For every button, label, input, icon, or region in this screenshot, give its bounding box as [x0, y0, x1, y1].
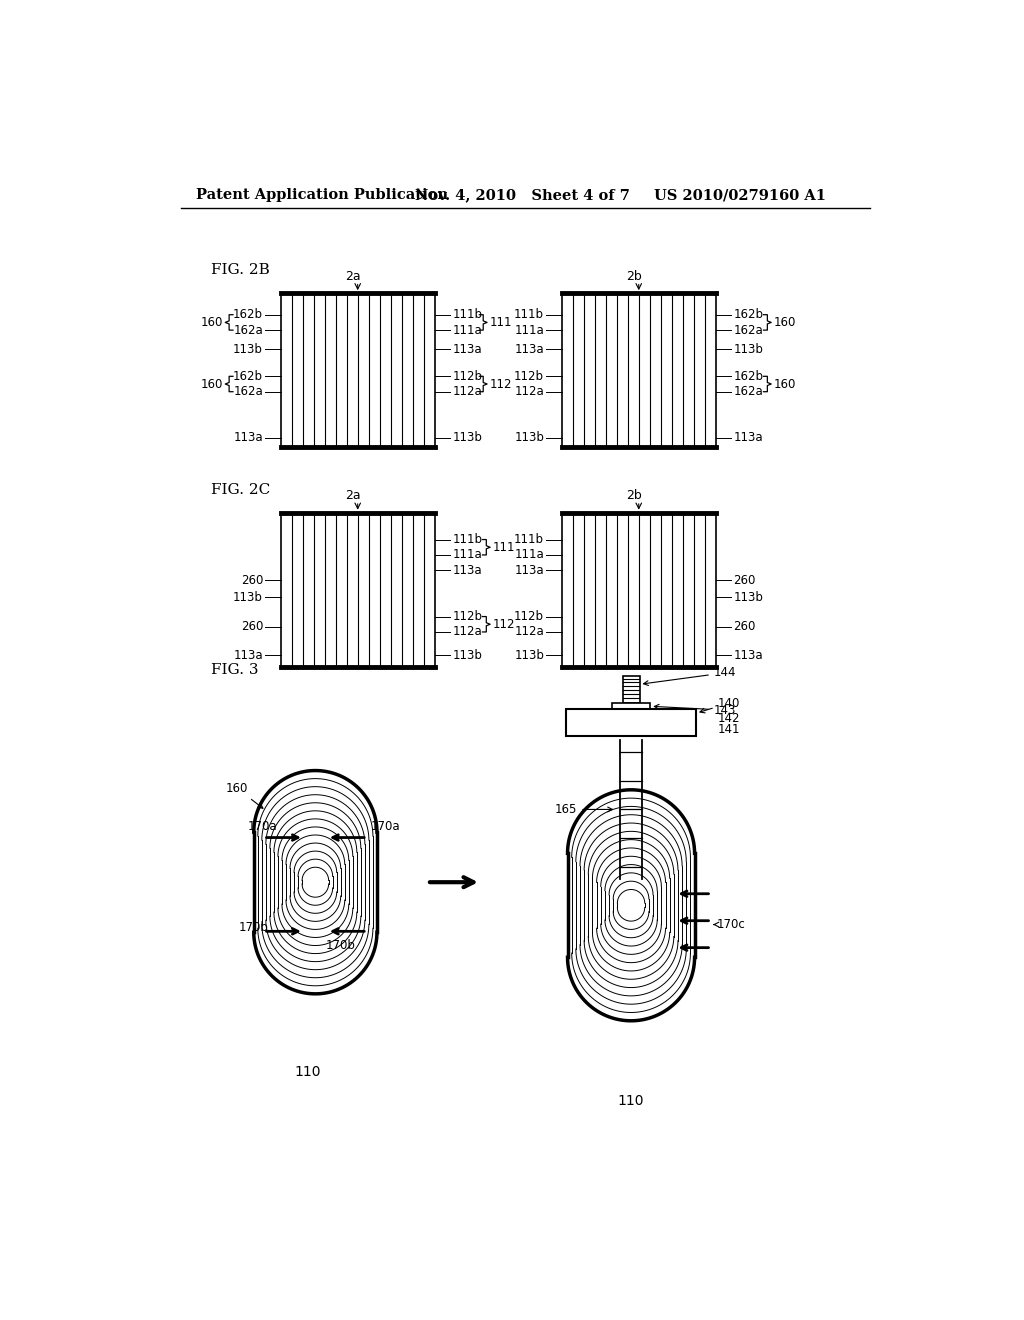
- Bar: [623, 676, 640, 704]
- Text: 110: 110: [617, 1094, 644, 1109]
- Text: 113b: 113b: [453, 648, 482, 661]
- Text: 111a: 111a: [514, 548, 544, 561]
- Text: 113b: 113b: [733, 343, 763, 356]
- Text: 111: 111: [493, 541, 515, 554]
- Text: 112b: 112b: [514, 370, 544, 383]
- Text: FIG. 2C: FIG. 2C: [211, 483, 270, 496]
- Text: 162a: 162a: [233, 323, 263, 337]
- Text: 2b: 2b: [627, 490, 642, 502]
- Text: 111b: 111b: [514, 533, 544, 546]
- Text: 162b: 162b: [733, 308, 764, 321]
- Text: FIG. 2B: FIG. 2B: [211, 263, 270, 277]
- Text: 111: 111: [489, 315, 512, 329]
- Text: Patent Application Publication: Patent Application Publication: [196, 189, 449, 202]
- Text: 112b: 112b: [453, 610, 482, 623]
- Text: 142: 142: [718, 711, 740, 725]
- Text: 144: 144: [643, 667, 736, 685]
- Text: 165: 165: [555, 803, 612, 816]
- Text: 113b: 113b: [233, 343, 263, 356]
- Text: 113b: 113b: [453, 432, 482, 445]
- Bar: [566, 709, 696, 737]
- Text: 113a: 113a: [733, 648, 763, 661]
- Text: FIG. 3: FIG. 3: [211, 664, 259, 677]
- Text: 113a: 113a: [514, 564, 544, 577]
- Text: 112a: 112a: [514, 626, 544, 639]
- Text: 111b: 111b: [453, 308, 482, 321]
- Text: 113a: 113a: [514, 343, 544, 356]
- Text: 113a: 113a: [453, 564, 482, 577]
- Text: 112: 112: [489, 378, 512, 391]
- Text: 111b: 111b: [453, 533, 482, 546]
- Text: 112a: 112a: [514, 385, 544, 399]
- Text: 113a: 113a: [453, 343, 482, 356]
- Text: 110: 110: [295, 1065, 321, 1080]
- Text: 113b: 113b: [233, 591, 263, 603]
- Text: 113b: 113b: [514, 432, 544, 445]
- Text: 113b: 113b: [733, 591, 763, 603]
- Text: 170c: 170c: [714, 917, 745, 931]
- Text: 162b: 162b: [733, 370, 764, 383]
- Text: 260: 260: [733, 620, 756, 634]
- Text: 160: 160: [226, 781, 263, 808]
- Text: 2a: 2a: [345, 269, 360, 282]
- Text: 162a: 162a: [733, 385, 763, 399]
- Text: 260: 260: [241, 574, 263, 587]
- Text: 113a: 113a: [733, 432, 763, 445]
- Text: 170a: 170a: [248, 820, 278, 833]
- Text: 2a: 2a: [345, 490, 360, 502]
- Text: 170a: 170a: [371, 820, 400, 833]
- Text: 162b: 162b: [233, 370, 263, 383]
- Text: Nov. 4, 2010   Sheet 4 of 7: Nov. 4, 2010 Sheet 4 of 7: [416, 189, 631, 202]
- Text: 113b: 113b: [514, 648, 544, 661]
- Text: 260: 260: [733, 574, 756, 587]
- Text: 160: 160: [773, 378, 796, 391]
- Text: 160: 160: [201, 378, 223, 391]
- Text: 170b: 170b: [326, 939, 355, 952]
- Text: 162a: 162a: [733, 323, 763, 337]
- Text: 260: 260: [241, 620, 263, 634]
- Text: 170b: 170b: [239, 921, 269, 935]
- Text: 111b: 111b: [514, 308, 544, 321]
- Text: 112: 112: [493, 618, 515, 631]
- Text: 141: 141: [718, 723, 740, 735]
- Text: 112a: 112a: [453, 385, 482, 399]
- Text: 160: 160: [201, 315, 223, 329]
- Text: 162a: 162a: [233, 385, 263, 399]
- Text: 162b: 162b: [233, 308, 263, 321]
- Text: 112a: 112a: [453, 626, 482, 639]
- Text: 113a: 113a: [233, 432, 263, 445]
- Text: 140: 140: [700, 697, 740, 713]
- Text: 111a: 111a: [453, 548, 482, 561]
- Text: 2b: 2b: [627, 269, 642, 282]
- Text: 111a: 111a: [514, 323, 544, 337]
- Bar: [611, 704, 650, 709]
- Text: 113a: 113a: [233, 648, 263, 661]
- Text: US 2010/0279160 A1: US 2010/0279160 A1: [654, 189, 826, 202]
- Text: 143: 143: [654, 704, 736, 717]
- Text: 112b: 112b: [514, 610, 544, 623]
- Text: 160: 160: [773, 315, 796, 329]
- Text: 112b: 112b: [453, 370, 482, 383]
- Text: 111a: 111a: [453, 323, 482, 337]
